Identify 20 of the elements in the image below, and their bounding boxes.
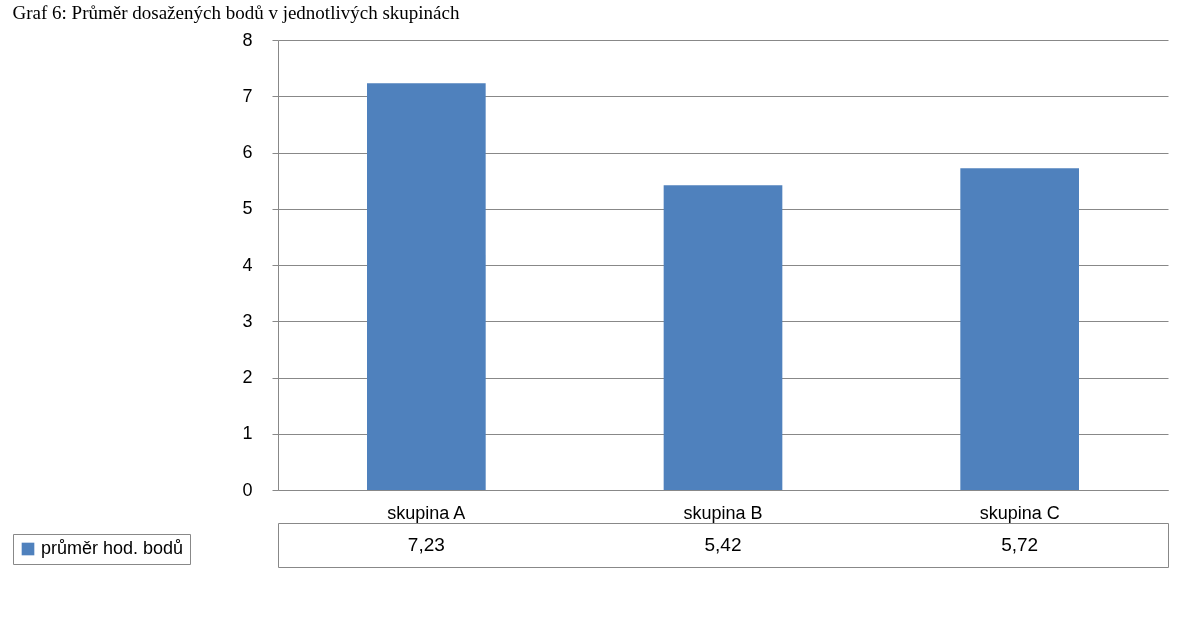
chart-title: Graf 6: Průměr dosažených bodů v jednotlivých skupinách	[12, 2, 460, 23]
data-label: 7,23	[407, 534, 445, 555]
y-tick-label: 7	[242, 85, 253, 106]
y-tick-label: 6	[242, 142, 253, 162]
data-label: 5,42	[704, 534, 742, 555]
y-tick-label: 8	[242, 29, 253, 50]
data-label: 5,72	[1001, 534, 1039, 555]
x-tick-label: skupina C	[979, 502, 1060, 523]
bar	[960, 168, 1079, 490]
x-tick-label: skupina A	[387, 502, 466, 523]
y-tick-label: 2	[242, 367, 253, 387]
y-tick-label: 5	[242, 198, 253, 219]
legend-label: průměr hod. bodů	[41, 538, 184, 558]
bar	[367, 83, 486, 490]
bar	[663, 185, 783, 490]
y-tick-label: 3	[242, 310, 253, 331]
x-tick-label: skupina B	[683, 502, 763, 523]
y-tick-label: 1	[242, 423, 253, 444]
y-tick-label: 4	[242, 254, 253, 275]
y-tick-label: 0	[242, 479, 253, 500]
